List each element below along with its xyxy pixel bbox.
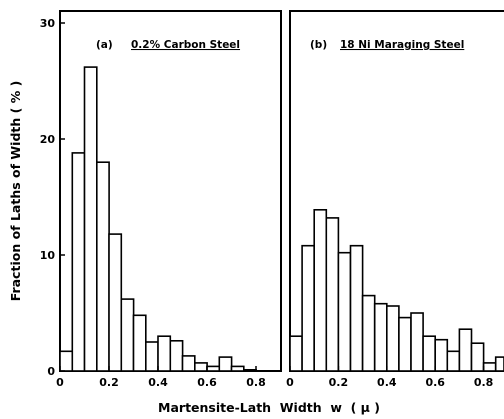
panel-b-bar-9	[398, 316, 412, 372]
panel-a: 0 0.2 0.4 0.6 0.8 0 10 20 30 (a) 0.2% Carbon Ste…	[40, 10, 282, 389]
panel-b-bar-3	[325, 217, 340, 372]
panel-a-bar-2	[83, 66, 98, 372]
panel-b-bar-0	[289, 335, 303, 372]
panel-b-bar-5	[349, 244, 364, 372]
panel-a-bar-8	[157, 335, 172, 372]
panel-a-ticks: 0 0.2 0.4 0.6 0.8 0 10 20 30	[40, 17, 266, 389]
panel-b-bar-15	[470, 342, 485, 372]
panel-b-bar-17	[494, 356, 504, 372]
panel-b-title-text: 18 Ni Maraging Steel	[340, 39, 464, 51]
panel-b-bar-13	[446, 350, 461, 372]
panel-b-bar-14	[458, 328, 473, 372]
panel-a-bar-1	[71, 152, 86, 372]
panel-a-bar-9	[169, 339, 184, 372]
panel-b-bar-10	[410, 312, 424, 372]
y-axis-title: Fraction of Laths of Width ( % )	[8, 81, 23, 302]
panel-b-ticks: 0 0.2 0.4 0.6 0.8	[286, 366, 493, 389]
panel-a-bar-0	[59, 350, 74, 372]
panel-a-bar-3	[96, 161, 110, 372]
panel-a-bar-13	[218, 356, 233, 372]
panel-b-x-tick-label-3: 0.6	[425, 376, 445, 389]
panel-a-title-prefix: (a)	[96, 39, 113, 51]
panel-b-title-prefix: (b)	[310, 39, 327, 51]
panel-b-x-tick-label-0: 0	[286, 376, 294, 389]
panel-a-bars	[59, 66, 257, 372]
panel-a-bar-12	[206, 365, 221, 372]
panel-a-bar-14	[230, 365, 245, 372]
panel-a-x-tick-label-0: 0	[56, 376, 64, 389]
panel-b-bar-8	[385, 305, 400, 372]
panel-a-y-tick-label-0: 0	[47, 365, 55, 378]
panel-a-bar-5	[120, 298, 135, 372]
panel-a-bar-6	[132, 314, 147, 372]
panel-b-bars	[289, 209, 504, 372]
panel-a-title-text: 0.2% Carbon Steel	[131, 39, 240, 51]
x-axis-title: Martensite-Lath Width w ( μ )	[158, 400, 380, 415]
panel-a-x-tick-label-4: 0.8	[246, 376, 266, 389]
panel-b-bar-7	[373, 302, 388, 372]
panel-b-bar-11	[422, 335, 437, 372]
panel-a-bar-15	[243, 368, 257, 372]
panel-a-y-tick-label-1: 10	[40, 249, 56, 262]
panel-a-y-tick-label-2: 20	[40, 133, 56, 146]
panel-b-bar-1	[301, 244, 316, 372]
panel-a-x-tick-label-2: 0.4	[148, 376, 168, 389]
panel-b-x-tick-label-4: 0.8	[474, 376, 494, 389]
panel-a-bar-11	[194, 362, 208, 372]
panel-b: 0 0.2 0.4 0.6 0.8 (b) 18 Ni Maraging Steel	[286, 10, 504, 389]
panel-b-bar-6	[361, 294, 376, 372]
panel-a-x-tick-label-3: 0.6	[197, 376, 217, 389]
panel-b-x-tick-label-2: 0.4	[377, 376, 397, 389]
panel-b-bar-4	[337, 251, 352, 372]
panel-b-bar-2	[313, 209, 328, 372]
panel-a-bar-4	[108, 233, 123, 372]
panel-b-x-tick-label-1: 0.2	[329, 376, 349, 389]
panel-a-x-tick-label-1: 0.2	[99, 376, 119, 389]
panel-b-bar-12	[434, 338, 449, 372]
panel-a-bar-7	[145, 341, 159, 372]
panel-a-y-tick-label-3: 30	[40, 17, 56, 30]
panel-b-bar-16	[482, 362, 497, 372]
panel-a-bar-10	[181, 355, 196, 372]
